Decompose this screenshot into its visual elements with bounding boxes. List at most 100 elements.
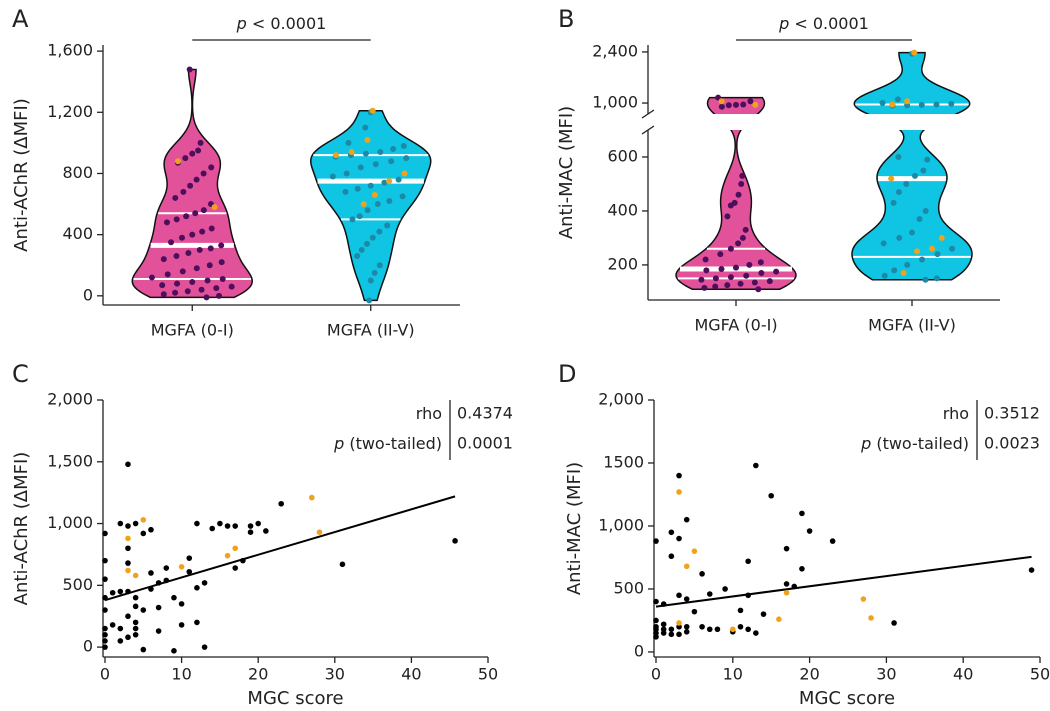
data-point	[213, 285, 220, 292]
y-tick-label: 1500	[603, 452, 644, 471]
data-point	[247, 529, 254, 536]
data-point	[703, 267, 710, 274]
data-point	[727, 245, 734, 252]
data-point	[894, 96, 901, 103]
data-point	[172, 194, 179, 201]
data-point	[102, 644, 108, 650]
data-point	[109, 622, 116, 628]
data-point	[909, 229, 915, 236]
data-point	[702, 256, 709, 263]
data-point	[890, 199, 897, 206]
stats-label: rho	[943, 404, 969, 423]
data-point	[255, 520, 261, 527]
data-point	[182, 155, 189, 162]
data-point	[806, 528, 813, 534]
data-point	[712, 283, 719, 290]
data-point	[881, 272, 888, 279]
data-point	[668, 553, 675, 560]
data-point	[691, 608, 698, 615]
data-point	[737, 280, 744, 287]
data-point	[179, 268, 186, 275]
data-point	[178, 601, 185, 607]
data-point	[206, 262, 213, 269]
data-point	[193, 176, 200, 183]
data-point	[712, 275, 719, 282]
data-point	[360, 201, 367, 208]
y-tick-label: 1,000	[592, 93, 638, 112]
data-point	[186, 568, 193, 575]
data-point	[701, 284, 708, 291]
data-point	[745, 626, 751, 633]
data-point	[204, 277, 211, 284]
y-tick-label: 2,400	[592, 41, 638, 60]
trend-line	[655, 555, 1032, 608]
x-tick-label: MGFA (0-I)	[151, 321, 234, 340]
data-point	[904, 261, 911, 268]
panel-label: C	[12, 360, 29, 388]
data-point	[400, 142, 407, 149]
data-point	[178, 622, 185, 628]
data-point	[390, 146, 397, 152]
data-point	[676, 489, 682, 495]
data-point	[332, 152, 339, 159]
data-point	[376, 262, 383, 269]
annotation-symbol: p	[778, 14, 789, 33]
data-point	[175, 158, 182, 165]
data-point	[196, 246, 203, 253]
data-point	[309, 494, 315, 501]
data-point	[745, 558, 751, 565]
data-point	[132, 625, 139, 632]
data-point	[171, 594, 177, 601]
data-point	[211, 204, 218, 211]
data-point	[342, 188, 349, 195]
data-point	[171, 648, 177, 654]
axis-gap	[848, 114, 976, 130]
data-point	[102, 557, 108, 564]
data-point	[228, 283, 235, 290]
data-point	[102, 530, 108, 537]
y-tick-label: 0	[83, 285, 93, 304]
data-point	[727, 202, 734, 209]
data-point	[737, 623, 744, 630]
data-point	[738, 180, 745, 187]
data-point	[339, 561, 346, 568]
data-point	[132, 520, 139, 527]
data-point	[132, 619, 139, 626]
data-point	[356, 213, 363, 220]
data-point	[102, 607, 108, 613]
x-tick-label: 50	[1030, 665, 1050, 684]
data-point	[348, 149, 355, 156]
data-point	[125, 461, 131, 468]
annotation-text: < 0.0001	[794, 14, 868, 33]
data-point	[125, 545, 131, 552]
panel-label: B	[558, 5, 574, 33]
data-point	[163, 577, 170, 584]
data-point	[799, 566, 805, 572]
y-axis-title: Anti-MAC (MFI)	[556, 106, 577, 239]
x-tick-label: 40	[401, 665, 421, 684]
data-point	[189, 279, 196, 286]
data-point	[668, 529, 675, 536]
data-point	[372, 161, 379, 168]
data-point	[117, 520, 124, 527]
data-point	[752, 101, 759, 108]
stats-label-text: rho	[943, 404, 969, 423]
stats-symbol: p	[860, 434, 871, 453]
y-tick-label: 1,600	[47, 41, 93, 60]
data-point	[698, 276, 705, 283]
x-tick-label: 10	[723, 665, 743, 684]
data-point	[386, 198, 393, 204]
x-tick-label: MGFA (II-V)	[327, 321, 415, 340]
data-point	[753, 630, 759, 636]
stats-label-text: rho	[416, 404, 442, 423]
data-point	[102, 631, 108, 638]
data-point	[918, 101, 925, 108]
data-point	[194, 520, 200, 527]
data-point	[791, 583, 798, 590]
stats-label-text: (two-tailed)	[349, 434, 442, 453]
data-point	[388, 158, 395, 165]
data-point	[198, 286, 205, 293]
x-tick-label: MGFA (II-V)	[868, 316, 956, 335]
data-point	[714, 626, 721, 633]
x-tick-label: 30	[325, 665, 345, 684]
